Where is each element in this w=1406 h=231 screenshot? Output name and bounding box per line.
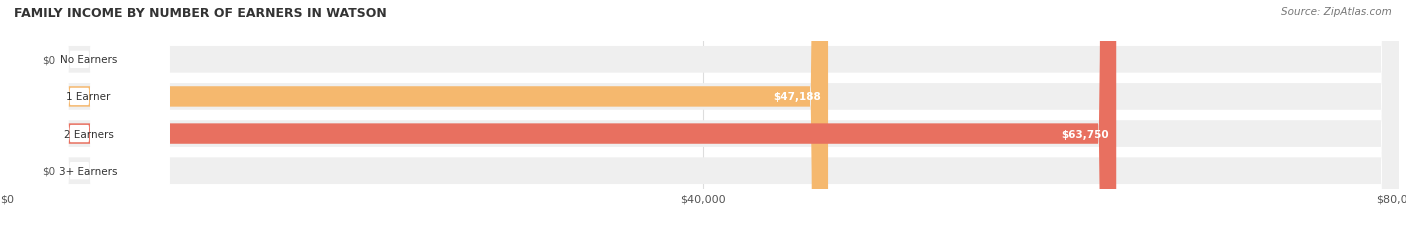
Text: FAMILY INCOME BY NUMBER OF EARNERS IN WATSON: FAMILY INCOME BY NUMBER OF EARNERS IN WA…	[14, 7, 387, 20]
Text: 3+ Earners: 3+ Earners	[59, 166, 118, 176]
FancyBboxPatch shape	[7, 0, 1399, 231]
FancyBboxPatch shape	[0, 0, 170, 231]
FancyBboxPatch shape	[7, 0, 828, 231]
Text: $47,188: $47,188	[773, 92, 821, 102]
FancyBboxPatch shape	[7, 0, 1116, 231]
FancyBboxPatch shape	[0, 0, 170, 231]
Text: No Earners: No Earners	[60, 55, 117, 65]
Text: Source: ZipAtlas.com: Source: ZipAtlas.com	[1281, 7, 1392, 17]
FancyBboxPatch shape	[0, 0, 170, 231]
Text: 2 Earners: 2 Earners	[63, 129, 114, 139]
FancyBboxPatch shape	[7, 0, 1399, 231]
Text: 1 Earner: 1 Earner	[66, 92, 111, 102]
Text: $63,750: $63,750	[1062, 129, 1109, 139]
Text: $0: $0	[42, 55, 55, 65]
FancyBboxPatch shape	[7, 0, 1399, 231]
FancyBboxPatch shape	[7, 0, 28, 231]
Text: $0: $0	[42, 166, 55, 176]
FancyBboxPatch shape	[0, 0, 170, 231]
FancyBboxPatch shape	[7, 0, 1399, 231]
FancyBboxPatch shape	[7, 0, 28, 231]
